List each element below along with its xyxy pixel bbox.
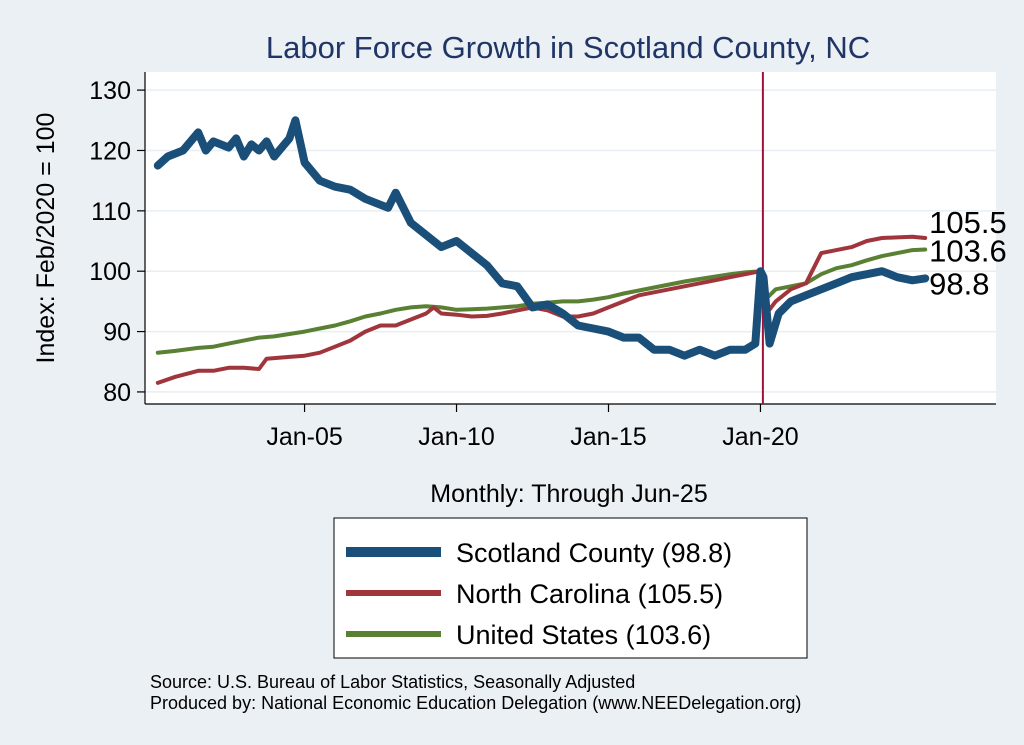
- y-tick-label: 80: [103, 379, 131, 407]
- end-label-united-states: 103.6: [929, 233, 1007, 268]
- x-ticks: Jan-05 Jan-10 Jan-15 Jan-20: [266, 404, 799, 451]
- end-label-scotland-county: 98.8: [929, 266, 989, 301]
- x-tick-label: Jan-20: [722, 423, 798, 451]
- y-tick-label: 130: [89, 77, 131, 105]
- series-layer: [153, 116, 930, 385]
- x-tick-label: Jan-10: [418, 423, 494, 451]
- chart-title: Labor Force Growth in Scotland County, N…: [266, 30, 870, 65]
- y-tick-label: 100: [89, 258, 131, 286]
- y-ticks: 80 90 100 110 120 130: [89, 77, 145, 407]
- legend: Scotland County (98.8) North Carolina (10…: [346, 538, 732, 650]
- y-axis-title: Index: Feb/2020 = 100: [32, 113, 60, 364]
- end-label-north-carolina: 105.5: [929, 205, 1007, 240]
- gridlines: [145, 89, 996, 393]
- legend-label: Scotland County (98.8): [456, 538, 732, 568]
- x-tick-label: Jan-15: [570, 423, 646, 451]
- y-tick-label: 90: [103, 319, 131, 347]
- produced-by-note: Produced by: National Economic Education…: [150, 693, 801, 713]
- x-tick-label: Jan-05: [266, 423, 342, 451]
- source-note: Source: U.S. Bureau of Labor Statistics,…: [150, 672, 635, 692]
- legend-label: United States (103.6): [456, 620, 711, 650]
- plot-area: [145, 72, 996, 404]
- legend-label: North Carolina (105.5): [456, 579, 723, 609]
- x-axis-title: Monthly: Through Jun-25: [430, 480, 707, 508]
- series-line-scotland-county: [153, 116, 930, 360]
- y-tick-label: 110: [91, 198, 131, 226]
- y-tick-label: 120: [89, 137, 131, 165]
